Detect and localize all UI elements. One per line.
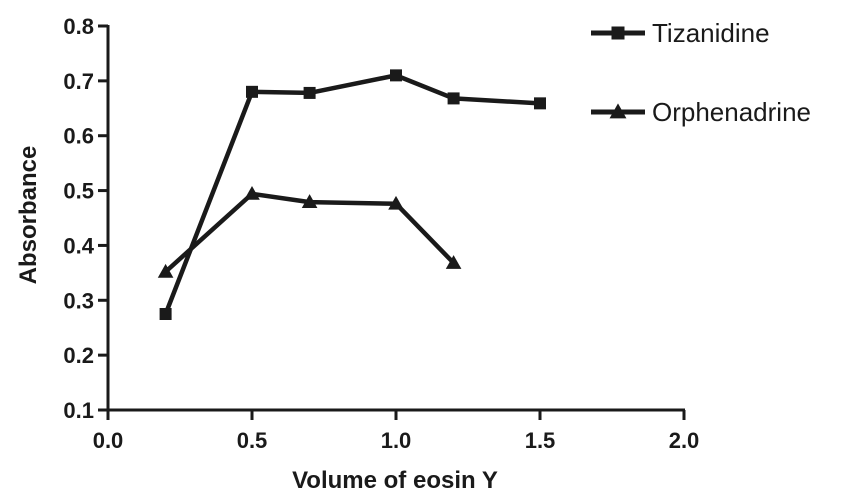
series-tizanidine — [159, 69, 546, 320]
legend: Tizanidine Orphenadrine — [591, 18, 811, 127]
y-axis-title: Absorbance — [15, 146, 42, 285]
series-orphenadrine — [157, 185, 462, 278]
y-tick-label: 0.7 — [63, 69, 94, 94]
legend-swatch-marker — [609, 103, 627, 119]
legend-item-tizanidine: Tizanidine — [591, 18, 770, 48]
x-axis-title: Volume of eosin Y — [292, 467, 498, 494]
y-tick-label: 0.6 — [63, 124, 94, 149]
y-axis-ticks: 0.1 0.2 0.3 0.4 0.5 0.6 0.7 0.8 — [63, 14, 108, 423]
y-tick-label: 0.5 — [63, 179, 94, 204]
x-tick-label: 0.0 — [93, 428, 124, 453]
tizanidine-line — [163, 73, 541, 315]
tizanidine-point — [390, 69, 402, 82]
tizanidine-point — [246, 85, 258, 98]
legend-label-tizanidine: Tizanidine — [652, 18, 770, 48]
orphenadrine-point — [445, 255, 462, 269]
orphenadrine-point — [157, 263, 174, 278]
x-tick-label: 1.5 — [525, 428, 556, 453]
tizanidine-point — [159, 308, 172, 320]
x-tick-label: 1.0 — [381, 428, 412, 453]
x-tick-label: 0.5 — [237, 428, 268, 453]
y-tick-label: 0.2 — [63, 343, 94, 368]
y-tick-label: 0.3 — [63, 288, 94, 313]
y-tick-label: 0.4 — [63, 233, 94, 258]
x-tick-label: 2.0 — [669, 428, 700, 453]
series-layer — [157, 69, 546, 320]
legend-item-orphenadrine: Orphenadrine — [591, 97, 811, 127]
orphenadrine-point — [244, 185, 260, 200]
x-axis-ticks: 0.0 0.5 1.0 1.5 2.0 — [93, 410, 700, 453]
tizanidine-point — [534, 97, 546, 110]
axes: 0.1 0.2 0.3 0.4 0.5 0.6 0.7 0.8 0.0 0.5 1.0 1.5 2.0 — [63, 14, 699, 453]
tizanidine-point — [303, 86, 316, 99]
y-tick-label: 0.1 — [63, 398, 94, 423]
orphenadrine-point — [301, 194, 318, 209]
orphenadrine-point — [388, 195, 404, 210]
legend-label-orphenadrine: Orphenadrine — [652, 97, 811, 127]
tizanidine-point — [447, 92, 460, 105]
y-tick-label: 0.8 — [63, 14, 94, 39]
legend-swatch-marker — [611, 26, 625, 40]
